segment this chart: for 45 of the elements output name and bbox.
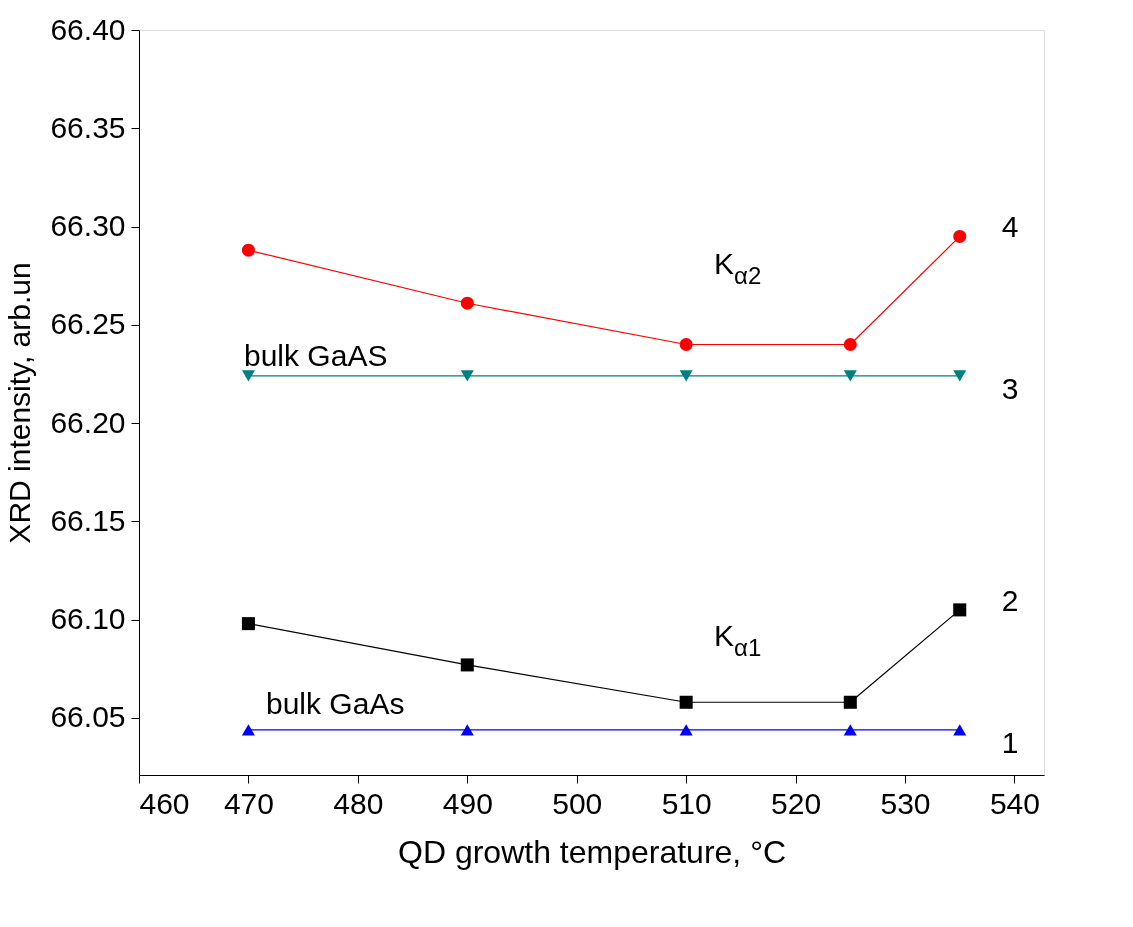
x-axis-title: QD growth temperature, °C — [397, 833, 787, 870]
point — [843, 724, 857, 736]
y-tick-label: 66.20 — [50, 405, 126, 439]
annotation: bulk GaAS — [244, 339, 388, 372]
y-tick-label: 66.10 — [50, 602, 126, 636]
point — [953, 724, 967, 736]
point — [679, 370, 693, 382]
y-axis-title: XRD intensity, arb.un — [3, 262, 37, 544]
point — [460, 296, 474, 310]
y-tick-label: 66.15 — [50, 503, 126, 537]
point — [679, 338, 693, 352]
point — [460, 370, 474, 382]
point — [843, 695, 857, 709]
annotation: bulk GaAs — [266, 687, 405, 720]
x-tick-label: 510 — [661, 786, 712, 820]
x-tick-label: 500 — [552, 786, 603, 820]
y-tick-label: 66.40 — [50, 12, 126, 46]
series-label: 3 — [1001, 371, 1019, 405]
point — [460, 658, 474, 672]
point — [241, 724, 255, 736]
series-label: 2 — [1001, 583, 1019, 617]
point — [241, 617, 255, 631]
x-tick-label: 540 — [989, 786, 1040, 820]
point — [953, 603, 967, 617]
y-tick-label: 66.05 — [50, 700, 126, 734]
x-tick-label: 490 — [442, 786, 493, 820]
point — [953, 370, 967, 382]
x-tick-label: 460 — [139, 786, 190, 820]
point — [953, 229, 967, 243]
series-label: 4 — [1001, 210, 1019, 244]
point — [843, 370, 857, 382]
point — [843, 338, 857, 352]
point — [241, 243, 255, 257]
series-label: 1 — [1001, 725, 1019, 759]
y-tick-label: 66.30 — [50, 209, 126, 243]
point — [460, 724, 474, 736]
point — [241, 370, 255, 382]
y-tick-label: 66.35 — [50, 110, 126, 144]
x-tick-label: 530 — [880, 786, 931, 820]
x-tick-label: 470 — [223, 786, 274, 820]
point — [679, 695, 693, 709]
y-tick-label: 66.25 — [50, 307, 126, 341]
x-tick-label: 520 — [771, 786, 822, 820]
point — [679, 724, 693, 736]
x-tick-label: 480 — [333, 786, 384, 820]
